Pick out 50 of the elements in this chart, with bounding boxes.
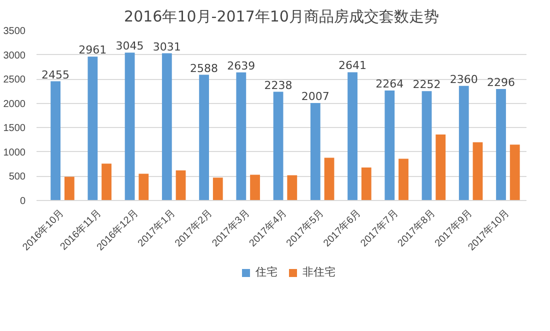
bar — [236, 72, 246, 200]
bar — [324, 158, 334, 200]
bar — [250, 174, 260, 200]
bar — [348, 72, 358, 200]
data-label: 2252 — [412, 78, 441, 92]
data-label: 3045 — [116, 40, 144, 53]
legend-label: 住宅 — [256, 264, 278, 280]
chart-title: 2016年10月-2017年10月商品房成交套数走势 — [124, 8, 439, 26]
data-label: 2455 — [42, 68, 70, 82]
bar — [162, 53, 172, 200]
bar — [384, 90, 395, 200]
y-tick-label: 2000 — [3, 98, 26, 110]
bar — [273, 92, 284, 200]
y-tick-label: 1500 — [3, 123, 26, 134]
data-label: 2007 — [301, 90, 330, 104]
bar — [422, 91, 432, 200]
bar — [496, 88, 506, 200]
data-label: 2264 — [376, 78, 404, 91]
bar — [458, 86, 469, 200]
bar — [436, 134, 446, 200]
bar — [50, 81, 61, 200]
bar — [510, 144, 520, 200]
bar — [287, 175, 298, 200]
data-label: 2296 — [487, 76, 516, 89]
y-tick-label: 500 — [8, 172, 26, 183]
data-label: 2360 — [450, 72, 478, 86]
y-tick-label: 0 — [20, 196, 26, 207]
y-tick-label: 2500 — [3, 74, 26, 86]
data-label: 3031 — [152, 40, 181, 54]
legend-label: 非住宅 — [302, 264, 336, 280]
bar — [199, 74, 209, 200]
bar — [472, 142, 483, 200]
y-tick-label: 3000 — [3, 50, 26, 62]
bar — [398, 158, 408, 200]
bar — [64, 176, 74, 200]
data-label: 2588 — [190, 62, 218, 75]
data-label: 2639 — [227, 59, 256, 72]
bar — [176, 170, 186, 200]
bar — [102, 164, 112, 200]
bar — [88, 56, 98, 200]
y-tick-label: 1000 — [3, 147, 26, 158]
bar — [124, 52, 135, 200]
data-label: 2961 — [78, 44, 107, 57]
bar — [361, 167, 372, 200]
data-label: 2641 — [338, 59, 367, 72]
data-label: 2238 — [264, 78, 292, 92]
bar — [212, 178, 223, 200]
y-tick-label: 3500 — [3, 26, 26, 37]
bar — [138, 174, 149, 200]
bar — [310, 103, 320, 200]
